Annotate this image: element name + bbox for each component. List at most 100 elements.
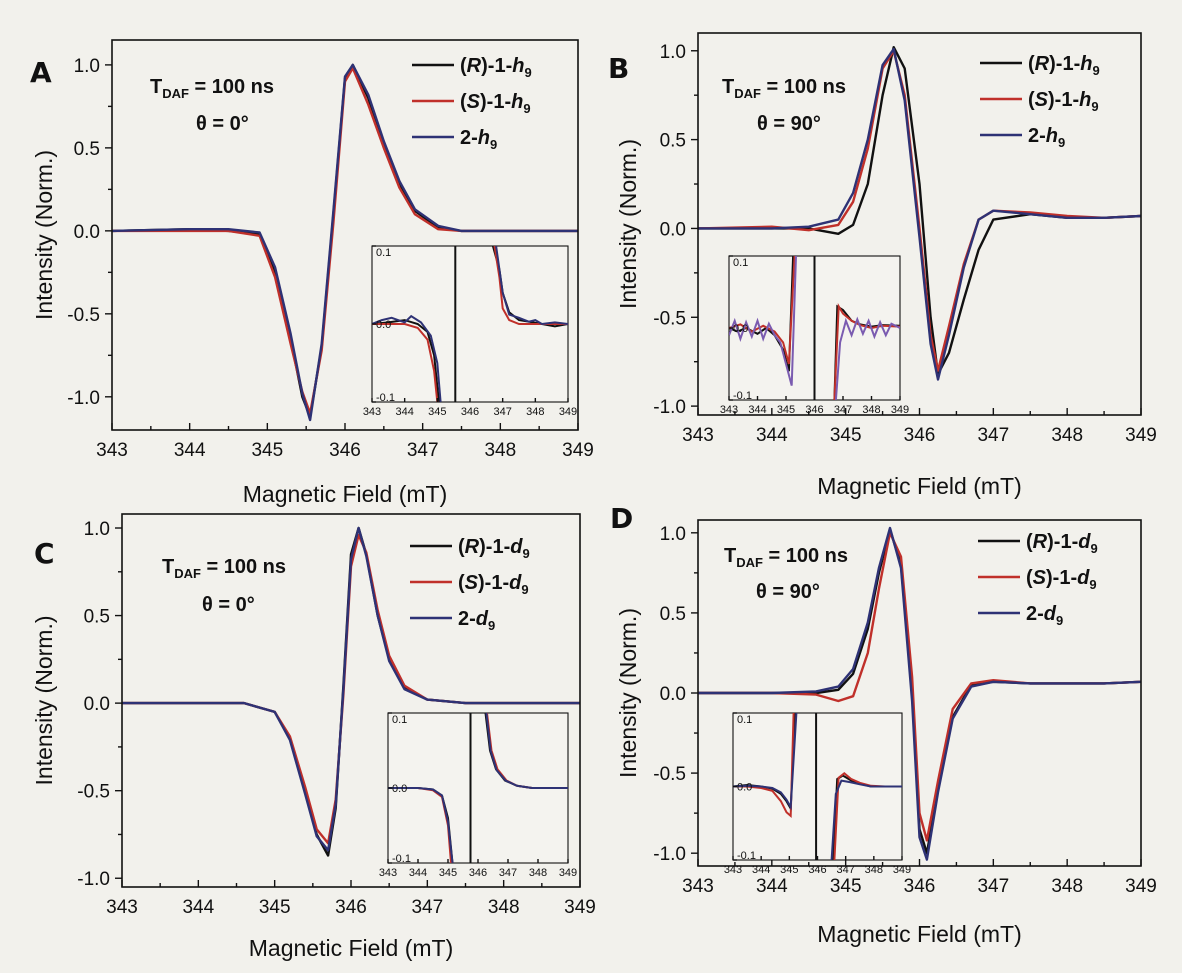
- legend-enantiomer: R: [1033, 531, 1048, 553]
- legend-enantiomer: S: [467, 91, 481, 113]
- y-axis-label: Intensity (Norm.): [615, 139, 641, 309]
- legend-label: (R)-1-h9: [460, 55, 532, 80]
- inset-series-group: [733, 713, 902, 860]
- inset-x-tick-label: 344: [748, 404, 766, 416]
- inset-x-tick-label: 346: [461, 406, 479, 418]
- annotation-sub: DAF: [162, 86, 189, 101]
- x-axis-label: Magnetic Field (mT): [249, 935, 453, 961]
- x-tick-label: 347: [977, 425, 1009, 446]
- legend-prefix: (: [458, 572, 465, 594]
- inset-series-left-1: [372, 319, 440, 402]
- panel-letter: D: [610, 502, 633, 535]
- legend-label: 2-d9: [1026, 603, 1063, 628]
- x-tick-label: 344: [182, 897, 214, 918]
- inset-x-tick-label: 349: [559, 867, 577, 879]
- legend-mid: )-1-: [1049, 53, 1080, 75]
- x-tick-label: 343: [96, 440, 128, 461]
- inset: 343 344 345 346 347 348 349 0.1 0.0 -0.1: [379, 712, 577, 879]
- legend-isotope: h: [1079, 89, 1091, 111]
- x-tick-label: 349: [1125, 876, 1157, 897]
- legend-isotope: d: [1078, 531, 1091, 553]
- inset-y-tick-label: -0.1: [737, 850, 756, 862]
- annotation-t: T: [722, 76, 734, 98]
- inset-x-tick-label: 343: [363, 406, 381, 418]
- inset-series-right-3: [485, 713, 568, 789]
- legend-isotope: h: [1080, 53, 1092, 75]
- inset-y-tick-label: -0.1: [376, 392, 395, 404]
- y-tick-label: 0.0: [84, 694, 110, 715]
- y-axis-label: Intensity (Norm.): [31, 616, 57, 786]
- inset-series-right-3: [830, 779, 902, 860]
- annotation-sub: DAF: [734, 86, 761, 101]
- inset-x-tick-label: 344: [395, 406, 413, 418]
- series-line-3: [112, 63, 578, 422]
- legend-mid: 2-: [1028, 125, 1046, 147]
- y-tick-label: 1.0: [74, 56, 100, 77]
- legend-subscript: 9: [523, 101, 530, 116]
- annotation-theta: θ = 0°: [196, 113, 249, 135]
- panel-c: 343 344 345 346 347 348 349 1.0 0.5 0.0 -0.5 -1.0 Ma…: [31, 513, 596, 961]
- x-tick-label: 345: [251, 440, 283, 461]
- legend-isotope: d: [1044, 603, 1057, 625]
- legend-isotope: h: [512, 55, 524, 77]
- inset-x-tick-label: 348: [865, 864, 883, 876]
- x-tick-label: 348: [488, 897, 520, 918]
- x-tick-label: 345: [259, 897, 291, 918]
- legend-label: (R)-1-h9: [1028, 53, 1100, 78]
- x-tick-label: 349: [564, 897, 596, 918]
- y-tick-label: -1.0: [653, 397, 686, 418]
- series-line-3: [698, 47, 1141, 381]
- legend-prefix: (: [1026, 531, 1033, 553]
- inset-x-tick-label: 345: [777, 404, 795, 416]
- legend-subscript: 9: [521, 582, 528, 597]
- legend-prefix: (: [458, 536, 465, 558]
- legend-label: 2-h9: [460, 127, 497, 152]
- x-tick-label: 343: [682, 876, 714, 897]
- legend-subscript: 9: [1058, 135, 1065, 150]
- panel-b: 343 344 345 346 347 348 349 1.0 0.5 0.0 -0.5 -1.0 Ma…: [608, 32, 1157, 499]
- inset-series-left-2: [372, 323, 439, 402]
- annotation-t: T: [724, 545, 736, 567]
- x-tick-label: 344: [756, 876, 788, 897]
- legend-mid: )-1-: [478, 572, 509, 594]
- inset-y-tick-label: 0.0: [737, 782, 752, 794]
- annotation-value: = 100 ns: [189, 76, 274, 98]
- series-group: [122, 526, 580, 857]
- inset-x-tick-label: 347: [834, 404, 852, 416]
- y-tick-label: -1.0: [653, 844, 686, 865]
- legend-mid: )-1-: [481, 55, 512, 77]
- y-axis-label: Intensity (Norm.): [615, 608, 641, 778]
- annotation-sub: DAF: [736, 555, 763, 570]
- x-tick-label: 349: [562, 440, 594, 461]
- legend-prefix: (: [1026, 567, 1033, 589]
- inset-series-right-3: [495, 246, 568, 326]
- inset-series-group: [372, 246, 568, 402]
- y-tick-label: 0.0: [660, 219, 686, 240]
- inset-series-group: [388, 713, 568, 863]
- x-axis-label: Magnetic Field (mT): [817, 473, 1021, 499]
- x-tick-label: 344: [174, 440, 206, 461]
- y-tick-label: 0.0: [660, 684, 686, 705]
- panel-letter: A: [30, 56, 52, 89]
- panel-a: 343 344 345 346 347 348 349 1.0 0.5 0.0 -0.5 -1.0 Ma…: [30, 39, 594, 507]
- series-group: [698, 526, 1141, 861]
- series-group: [112, 63, 578, 422]
- legend-label: (R)-1-d9: [458, 536, 530, 561]
- inset-x-tick-label: 348: [529, 867, 547, 879]
- legend-subscript: 9: [1090, 541, 1097, 556]
- x-tick-label: 347: [407, 440, 439, 461]
- x-tick-label: 347: [977, 876, 1009, 897]
- inset-series-group: [729, 256, 900, 400]
- series-line-3: [698, 526, 1141, 861]
- legend-subscript: 9: [1089, 577, 1096, 592]
- annotation-tdaf: TDAF = 100 ns: [162, 556, 286, 581]
- y-tick-label: 1.0: [84, 519, 110, 540]
- inset-x-tick-label: 346: [469, 867, 487, 879]
- legend-isotope: d: [1077, 567, 1090, 589]
- legend-mid: 2-: [458, 608, 476, 630]
- legend-subscript: 9: [1092, 63, 1099, 78]
- inset-y-tick-label: 0.0: [392, 783, 407, 795]
- series-group: [698, 46, 1141, 381]
- legend-subscript: 9: [1056, 613, 1063, 628]
